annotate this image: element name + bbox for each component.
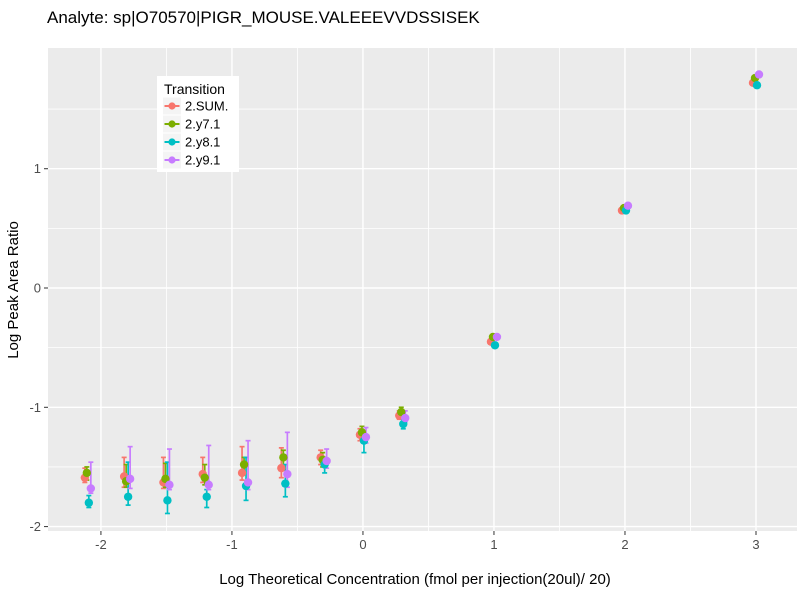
x-tick-label: 2 [621, 537, 628, 552]
y-tick-label: 0 [34, 281, 41, 296]
data-point [397, 407, 406, 417]
data-point [239, 460, 249, 469]
y-tick-label: -1 [29, 400, 41, 415]
y-tick-label: -2 [29, 519, 41, 534]
legend-key-point [168, 156, 176, 164]
data-point [623, 201, 633, 210]
legend-items: 2.SUM. 2.y7.1 2.y8.1 2.y9.1 [163, 97, 228, 169]
data-point [752, 81, 762, 90]
data-point [490, 341, 500, 350]
data-point [279, 453, 288, 462]
x-tick-label: -1 [226, 537, 238, 552]
legend: Transition 2.SUM. 2.y7.1 2.y8.1 2.y9.1 [157, 76, 239, 172]
x-tick-label: 0 [359, 537, 366, 552]
data-point [754, 70, 764, 79]
legend-item: 2.y9.1 [163, 151, 220, 169]
x-tick-label: 1 [490, 537, 497, 552]
data-point [163, 496, 172, 505]
legend-key-point [168, 120, 176, 128]
data-point [86, 484, 96, 493]
legend-item: 2.y8.1 [163, 133, 220, 151]
data-point [202, 492, 211, 501]
legend-item-label: 2.SUM. [185, 99, 228, 114]
data-point [361, 432, 371, 442]
data-point [204, 480, 213, 490]
data-points [80, 70, 764, 507]
x-axis-title: Log Theoretical Concentration (fmol per … [219, 571, 611, 588]
data-point [277, 463, 286, 473]
data-point [200, 473, 209, 482]
legend-key-point [168, 138, 176, 146]
y-tick-label: 1 [34, 161, 41, 176]
x-tick-label: 3 [752, 537, 759, 552]
y-tick-labels: 1 0 -1 -2 [29, 161, 41, 534]
x-tick-label: -2 [95, 537, 107, 552]
data-point [322, 456, 331, 466]
data-point [243, 478, 253, 487]
legend-item: 2.SUM. [163, 97, 228, 115]
data-point [161, 474, 170, 484]
legend-key-point [168, 102, 176, 110]
data-point [123, 492, 133, 501]
data-point [283, 469, 292, 479]
legend-title: Transition [164, 81, 225, 97]
x-tick-labels: -2 -1 0 1 2 3 [95, 537, 759, 552]
data-point [165, 480, 174, 490]
legend-item-label: 2.y7.1 [185, 117, 220, 132]
data-point [82, 468, 92, 478]
data-point [84, 498, 94, 507]
legend-item: 2.y7.1 [163, 115, 220, 133]
legend-item-label: 2.y9.1 [185, 153, 220, 168]
plot-title: Analyte: sp|O70570|PIGR_MOUSE.VALEEEVVDS… [47, 8, 480, 27]
data-point [401, 413, 410, 423]
data-point [125, 474, 135, 484]
legend-item-label: 2.y8.1 [185, 135, 220, 150]
minor-gridlines [48, 48, 797, 531]
data-point [237, 468, 247, 478]
y-axis-title: Log Peak Area Ratio [5, 221, 22, 359]
axis-ticks [44, 168, 757, 535]
data-point [281, 479, 290, 488]
data-point [492, 332, 502, 342]
